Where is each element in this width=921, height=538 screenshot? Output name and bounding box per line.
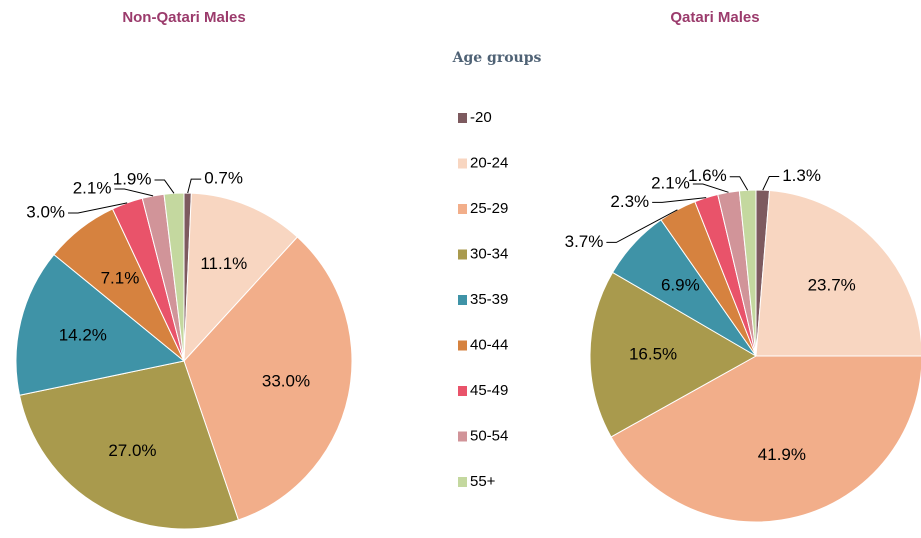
legend-label: 40-44	[470, 336, 508, 353]
legend-swatch	[458, 386, 467, 396]
legend-label: 20-24	[470, 154, 508, 171]
leader-line	[762, 175, 780, 191]
pie-slice	[15, 253, 186, 396]
legend-swatch	[458, 477, 467, 487]
value-label: 1.9%	[113, 170, 152, 189]
value-label: 2.1%	[651, 174, 690, 193]
value-label: 11.1%	[200, 254, 247, 273]
leader-line	[154, 179, 175, 194]
leader-line	[652, 197, 707, 203]
legend-label: 35-39	[470, 291, 508, 308]
legend-title: Age groups	[452, 50, 542, 66]
leader-line	[729, 176, 749, 191]
legend-label: 50-54	[470, 427, 508, 444]
pie-slice	[183, 192, 299, 363]
legend-label: -20	[470, 109, 492, 126]
value-label: 16.5%	[629, 345, 677, 364]
chart-title: Qatari Males	[670, 9, 759, 26]
value-label: 27.0%	[108, 441, 156, 460]
legend-swatch	[458, 431, 467, 442]
value-label: 33.0%	[262, 372, 310, 391]
legend-swatch	[458, 295, 467, 305]
legend-label: 30-34	[470, 245, 508, 262]
legend-swatch	[458, 340, 467, 351]
leader-line	[692, 183, 729, 193]
leader-line	[114, 188, 154, 197]
leader-line	[187, 178, 202, 194]
legend-swatch	[458, 158, 467, 169]
legend-label: 25-29	[470, 200, 508, 217]
legend-swatch	[458, 249, 467, 260]
legend-label: 55+	[470, 473, 496, 490]
pie-slice	[610, 355, 921, 523]
chart-title: Non-Qatari Males	[122, 9, 245, 26]
value-label: 6.9%	[661, 276, 700, 295]
value-label: 41.9%	[758, 445, 806, 464]
value-label: 1.3%	[782, 166, 821, 185]
pie-slice	[163, 192, 185, 362]
value-label: 14.2%	[59, 326, 107, 345]
value-label: 2.1%	[73, 179, 112, 198]
leader-line	[68, 202, 128, 214]
legend-swatch	[458, 204, 467, 214]
pie-slice	[183, 236, 353, 521]
value-label: 1.6%	[688, 166, 727, 185]
pie-slice	[18, 360, 240, 530]
value-label: 3.7%	[565, 232, 604, 251]
pie-slice	[589, 271, 758, 438]
value-label: 7.1%	[101, 268, 140, 287]
legend-swatch	[458, 113, 467, 123]
value-label: 2.3%	[610, 192, 649, 211]
leader-line	[606, 209, 678, 243]
legend-label: 45-49	[470, 382, 508, 399]
value-label: 23.7%	[808, 276, 856, 295]
value-label: 3.0%	[26, 203, 65, 222]
pie-slice	[755, 190, 921, 357]
value-label: 0.7%	[204, 169, 243, 188]
